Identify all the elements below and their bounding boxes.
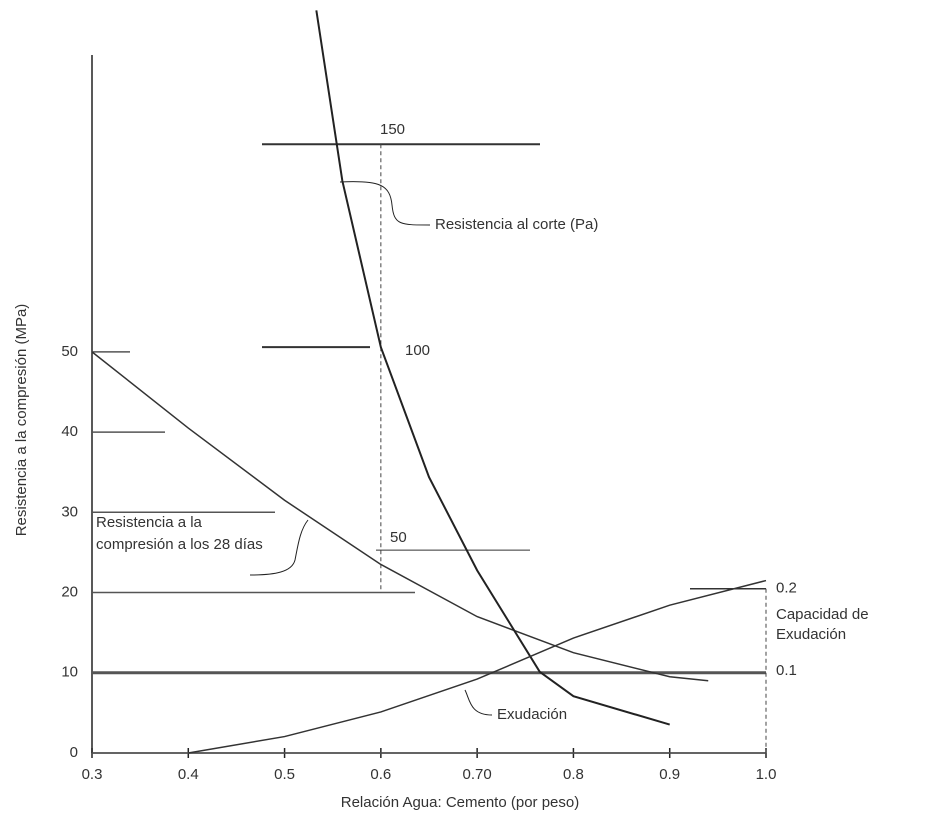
x-tick-label: 0.5 [274,766,295,783]
y2-tick-label: 50 [390,529,407,546]
x-tick-label: 0.70 [463,766,492,783]
y2-tick-label: 150 [380,121,405,138]
y2-tick-label: 100 [405,342,430,359]
compression-label-box: Resistencia a la compresión a los 28 día… [96,514,263,553]
y-tick-label: 30 [61,503,78,520]
bleed-bracket [464,689,493,716]
y-tick-label: 40 [61,423,78,440]
y-tick-label: 0 [70,744,78,761]
x-tick-label: 0.3 [82,766,103,783]
y-tick-label: 20 [61,584,78,601]
x-tick-label: 1.0 [756,766,777,783]
compression-bracket [249,519,309,576]
series-line [188,579,767,754]
shear-label: Resistencia al corte (Pa) [435,216,598,233]
bleed-label-box: Capacidad de Exudación [776,606,869,643]
series-line [315,10,670,726]
y3-tick-label: 0.1 [776,662,797,679]
x-tick-label: 0.6 [370,766,391,783]
x-tick-label: 0.8 [563,766,584,783]
x-tick-label: 0.4 [178,766,199,783]
y-tick-label: 50 [61,343,78,360]
x-tick-label: 0.9 [659,766,680,783]
shear-bracket [339,181,431,226]
y-tick-label: 10 [61,664,78,681]
series-line [91,351,709,682]
bleed-label: Capacidad de Exudación [776,606,869,643]
compression-label: Resistencia a la compresión a los 28 día… [96,514,263,553]
x-axis-title: Relación Agua: Cemento (por peso) [341,794,579,811]
bleed-curve-label: Exudación [497,706,567,723]
y3-tick-label: 0.2 [776,580,797,597]
y-axis-title: Resistencia a la compresión (MPa) [13,304,30,537]
